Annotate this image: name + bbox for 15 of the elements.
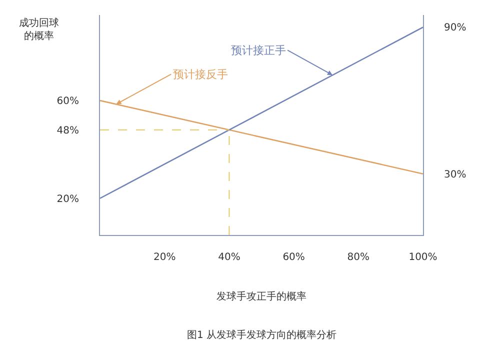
y-tick-label: 60% — [56, 96, 79, 108]
x-tick-label: 20% — [153, 252, 176, 263]
text: 预计接正手 — [231, 44, 286, 57]
y2-tick-label: 90% — [444, 22, 466, 34]
x-tick-label: 60% — [282, 252, 305, 263]
x-tick-label: 80% — [347, 252, 370, 263]
y-axis-title: 成功回球的概率 — [19, 17, 59, 42]
x-tick-label: 100% — [408, 252, 438, 263]
caption: 图1 从发球手发球方向的概率分析 — [187, 329, 337, 341]
y-tick-label: 20% — [56, 194, 79, 205]
text: 预计接反手 — [173, 68, 228, 81]
y-tick-label: 48% — [56, 125, 79, 136]
x-axis-title: 发球手攻正手的概率 — [216, 290, 306, 302]
x-tick-label: 40% — [218, 252, 240, 263]
y2-tick-label: 30% — [444, 169, 466, 180]
